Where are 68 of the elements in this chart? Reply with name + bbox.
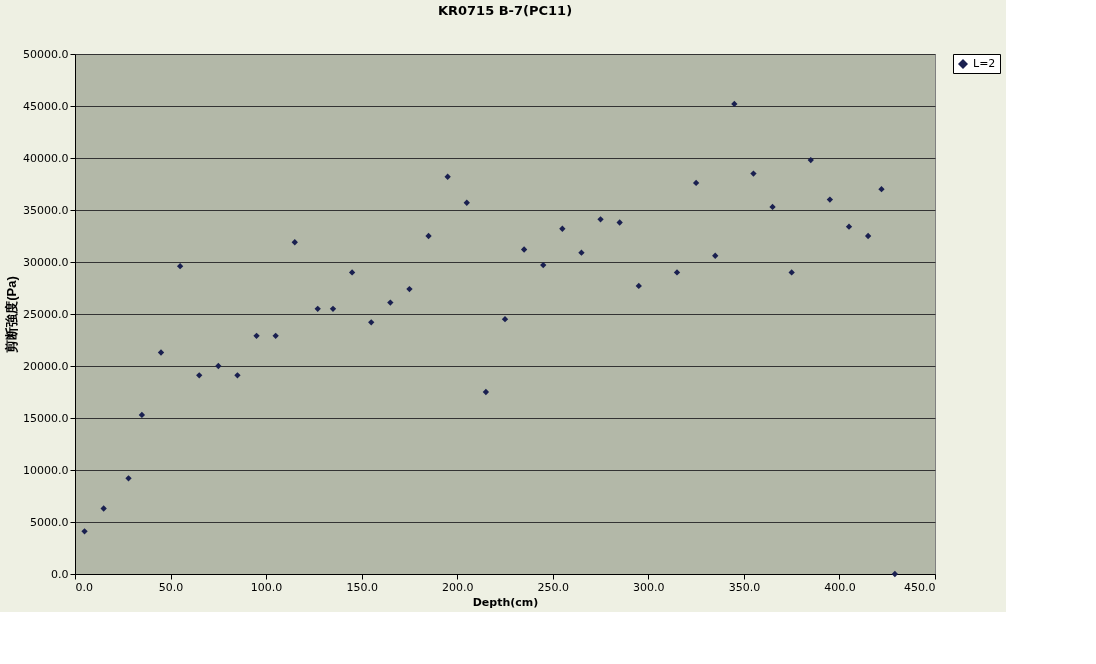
point xyxy=(673,269,681,276)
y-tick-label: 25000.0 xyxy=(23,307,69,321)
point xyxy=(878,186,885,193)
point xyxy=(635,282,642,290)
point xyxy=(176,263,184,270)
x-tick-label: 0.0 xyxy=(75,580,93,594)
x-tick-label: 450.0 xyxy=(904,580,936,594)
point xyxy=(559,225,566,232)
point xyxy=(348,269,356,276)
point xyxy=(234,372,241,379)
x-tick-label: 300.0 xyxy=(633,580,665,594)
y-tick-label: 5000.0 xyxy=(30,515,69,529)
x-tick-label: 200.0 xyxy=(441,580,474,594)
x-tick-label: 350.0 xyxy=(728,580,761,594)
point xyxy=(125,475,132,482)
point xyxy=(100,505,107,512)
legend-label: L=2 xyxy=(973,57,996,70)
y-axis-title: 剪断強度(Pa) xyxy=(4,276,20,353)
point xyxy=(425,232,432,240)
point xyxy=(769,203,776,211)
point xyxy=(157,349,165,356)
y-tick-label: 10000.0 xyxy=(23,463,69,477)
point xyxy=(444,173,451,180)
point xyxy=(578,249,585,256)
point xyxy=(520,246,528,253)
y-tick-label: 0.0 xyxy=(51,567,69,581)
point xyxy=(138,411,146,419)
point xyxy=(845,223,853,230)
x-axis-title: Depth(cm) xyxy=(472,595,539,609)
point xyxy=(291,239,298,246)
point xyxy=(826,196,834,203)
x-tick-label: 50.0 xyxy=(158,580,184,594)
x-tick-label: 150.0 xyxy=(346,580,378,594)
y-tick-label: 35000.0 xyxy=(23,203,69,217)
x-tick-label: 250.0 xyxy=(537,580,570,594)
point xyxy=(731,100,738,108)
point xyxy=(253,332,260,339)
point xyxy=(712,252,719,259)
point xyxy=(215,362,222,370)
point xyxy=(750,170,757,177)
x-tick-label: 100.0 xyxy=(250,580,283,594)
point xyxy=(368,319,375,326)
x-tick-label: 400.0 xyxy=(824,580,856,594)
y-tick-label: 40000.0 xyxy=(23,151,69,165)
chart-title: KR0715 B-7(PC11) xyxy=(437,3,573,18)
point xyxy=(387,299,394,306)
point xyxy=(788,269,795,276)
y-tick-label: 50000.0 xyxy=(23,47,69,61)
point xyxy=(616,219,623,226)
point xyxy=(597,216,604,223)
point xyxy=(329,305,337,312)
point xyxy=(482,388,490,396)
point xyxy=(406,285,413,293)
point xyxy=(314,305,321,312)
point xyxy=(891,570,899,578)
point xyxy=(807,156,814,164)
point xyxy=(81,528,88,535)
point xyxy=(540,261,547,269)
point xyxy=(692,179,700,187)
y-tick-label: 30000.0 xyxy=(23,255,69,269)
y-tick-label: 15000.0 xyxy=(23,411,69,425)
y-tick-label: 20000.0 xyxy=(23,359,69,373)
point xyxy=(196,372,203,379)
y-tick-label: 45000.0 xyxy=(23,99,69,113)
point xyxy=(501,316,509,323)
point xyxy=(463,199,470,206)
point xyxy=(272,332,279,339)
point xyxy=(864,232,872,240)
